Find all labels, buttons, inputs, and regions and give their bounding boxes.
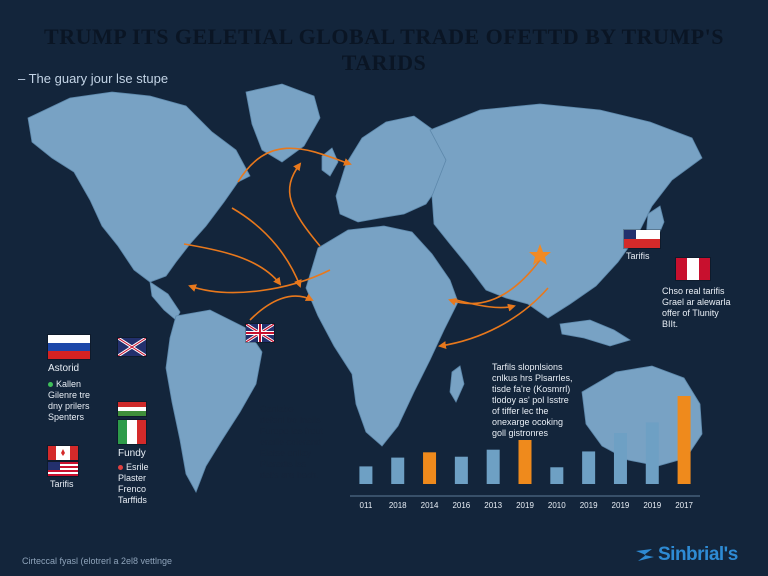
- bar-category-label: 2017: [675, 501, 693, 510]
- page-subtitle: – The guary jour lse stupe: [18, 71, 169, 86]
- africa-landmass: [305, 225, 459, 447]
- east-note: Chso real tarifis Grael ar alewarla offe…: [662, 286, 731, 330]
- bar-category-label: 011: [360, 501, 373, 510]
- greenland-landmass: [245, 83, 321, 163]
- bar: [454, 456, 468, 484]
- bar: [423, 452, 437, 484]
- left-legend-item: Spenters: [48, 412, 85, 422]
- left-legend-lower-item: Frenco: [118, 484, 147, 494]
- left-legend: Astorid Kallen Gilenre tre dny prilers S…: [48, 363, 90, 423]
- bar-category-label: 2018: [389, 501, 407, 510]
- east-flag-icon: [624, 230, 660, 248]
- madagascar-landmass: [449, 365, 465, 403]
- asia-note: Tarfils slopnlsions cnlkus hrs Plsarrles…: [492, 362, 573, 439]
- trade-arrow-caribbean: [183, 243, 282, 286]
- trade-arrow-us-africa: [231, 207, 302, 288]
- trade-arrow-us-europe: [237, 147, 352, 183]
- africa-note-line: eraille colerand: [260, 437, 322, 447]
- uk-flag-icon: [246, 324, 274, 342]
- asia-landmass: [429, 103, 703, 319]
- peru-flag-icon: [676, 258, 710, 280]
- left-legend-lower-item: Esrile: [126, 462, 149, 472]
- tariff-star-icon: [529, 244, 551, 265]
- page-title: TRUMP ITS GELETIAL GLOBAL TRADE OFETTD B…: [44, 24, 724, 75]
- east-note-line: offer of Tlunity: [662, 308, 719, 318]
- bar: [391, 457, 405, 484]
- brand-logo: Sinbrial's: [634, 544, 738, 566]
- asia-note-line: tisde fa're (Kosmrrl): [492, 384, 571, 394]
- left-legend-item: Kallen: [56, 379, 82, 389]
- africa-note-line: dat's are bach.: [260, 470, 319, 480]
- east-note-line: Grael ar alewarla: [662, 297, 731, 307]
- left-legend-item: Gilenre tre: [48, 390, 91, 400]
- bar: [613, 432, 627, 484]
- central-america-landmass: [149, 281, 181, 321]
- africa-note: Canlabe defenl bo Inalls Furopo las frou…: [260, 404, 323, 481]
- east-note-line: Chso real tarifis: [662, 286, 725, 296]
- trade-arrow-india-west: [448, 259, 541, 306]
- left-legend-item: dny prilers: [48, 401, 90, 411]
- logo-mark-icon: [636, 549, 654, 561]
- bar: [486, 449, 500, 484]
- africa-note-line: Elatse onllay: [260, 448, 312, 458]
- italy-flag-icon: [118, 420, 146, 444]
- left-tariff-label: Tarifis: [50, 479, 74, 489]
- hungary-flag-icon: [118, 402, 146, 416]
- asia-note-line: Tarfils slopnlsions: [492, 362, 563, 372]
- bar: [550, 467, 564, 484]
- britain-landmass: [321, 147, 339, 177]
- left-legend-lower: Fundy Esrile Plaster Frenco Tarffids: [118, 448, 149, 506]
- left-legend-lower-item: Plaster: [118, 473, 147, 483]
- europe-landmass: [335, 115, 447, 223]
- bar-category-label: 2019: [580, 501, 598, 510]
- east-note-line: BIIt.: [662, 319, 679, 329]
- bar: [582, 451, 596, 484]
- canada-flag-icon: [48, 446, 78, 460]
- bar-category-label: 2010: [548, 501, 566, 510]
- bar-category-label: 2014: [421, 501, 439, 510]
- left-legend-lower-heading: Fundy: [118, 448, 146, 459]
- red-bullet-icon: [118, 465, 123, 471]
- africa-note-line: Canlabe: [260, 404, 294, 414]
- left-legend-lower-item: Tarffids: [118, 495, 147, 505]
- bar-category-label: 2019: [612, 501, 630, 510]
- africa-note-line: Plaradis lss: [260, 459, 307, 469]
- trade-arrow-gulf: [455, 299, 516, 312]
- usa-flag-icon: [48, 462, 78, 476]
- east-tariff-label: Tarifis: [626, 251, 650, 261]
- asia-note-line: cnlkus hrs Plsarrles,: [492, 373, 573, 383]
- logo-text: Sinbrial's: [658, 544, 738, 565]
- asia-note-line: of tiffer lec the: [492, 406, 549, 416]
- bar: [518, 440, 532, 484]
- green-bullet-icon: [48, 382, 53, 388]
- north-america-landmass: [27, 91, 251, 283]
- trade-arrow-europe-americas: [288, 162, 321, 247]
- bar-category-label: 2019: [643, 501, 661, 510]
- russia-flag-icon: [48, 335, 90, 359]
- bar-category-label: 2016: [452, 501, 470, 510]
- bar: [359, 466, 373, 484]
- indonesia-landmass: [559, 319, 631, 347]
- trade-arrow-south-atlantic: [188, 269, 331, 294]
- africa-note-line: Furopo las frout: [260, 426, 324, 436]
- asia-note-line: goll gistronres: [492, 428, 549, 438]
- footer-note: Cirteccal fyasl (elotrerl a 2el8 vettlng…: [22, 556, 173, 566]
- bar: [645, 422, 659, 484]
- tariff-bar-chart: 011 2018 2014 2016 2013 2019 2010 2019 2019 2019 2…: [350, 396, 700, 510]
- asia-note-line: tlodoy as' pol Isstre: [492, 395, 569, 405]
- asia-note-line: onexarge ocoking: [492, 417, 564, 427]
- bar-category-label: 2013: [484, 501, 502, 510]
- trade-arrow-brazil: [249, 293, 314, 321]
- uk-flag-icon: [118, 338, 146, 356]
- africa-note-line: defenl bo Inalls: [260, 415, 321, 425]
- trade-arrow-india-africa: [438, 287, 549, 350]
- bar-category-label: 2019: [516, 501, 534, 510]
- australia-landmass: [581, 365, 703, 467]
- left-legend-heading: Astorid: [48, 363, 80, 374]
- bar: [677, 396, 691, 484]
